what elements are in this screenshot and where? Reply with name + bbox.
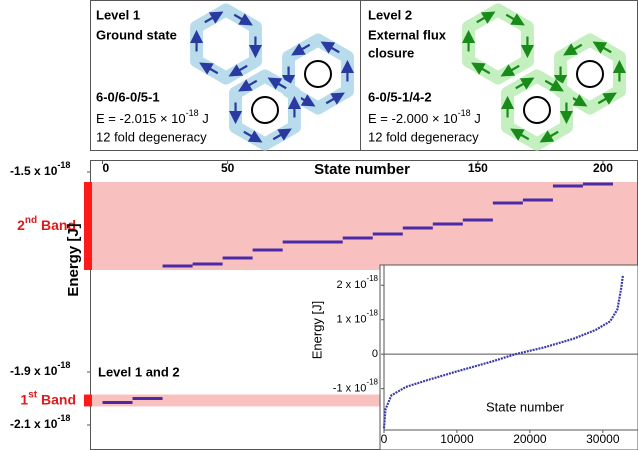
hexagon [229,69,301,151]
band-number: 2 [17,217,25,233]
band-label: 2nd Band [17,215,76,233]
panel-subtitle: Ground state [96,27,177,42]
spin-arrow [199,62,219,75]
y-tick-label: -1.9 x 10-18 [10,360,70,378]
y-tick-label: -2.1 x 10-18 [10,413,70,431]
spin-arrow [539,130,559,143]
circulation [304,60,332,88]
tick-label-exponent: -18 [366,309,378,318]
band [91,182,637,270]
tick-label-base: -1.5 x 10 [10,164,58,178]
panel-energy: E = -2.015 × 10-18 J [96,108,209,126]
y-tick-label: 0 [372,348,378,360]
tick-label-base: 2 x 10 [336,279,366,291]
x-tick-label: 0 [381,432,388,446]
band-word: Band [41,217,76,233]
panel-title: Level 1 [96,7,140,22]
energy-exponent: -18 [458,108,471,118]
y-tick-label: 1 x 10-18 [336,309,378,326]
x-tick-label: 50 [221,161,235,175]
spin-arrow [228,64,248,77]
spin-arrow [243,130,263,143]
panel-config: 6-0/5-1/4-2 [368,89,432,104]
energy-curve [382,274,625,429]
hexagon [462,3,534,85]
spin-arrow [233,13,253,26]
x-tick-label: 0 [103,161,110,175]
circulation [576,60,604,88]
y-tick-label: 2 x 10-18 [336,274,378,291]
panel-subtitle: External flux [368,27,447,42]
spin-arrow [238,79,258,92]
tick-label-exponent: -18 [366,378,378,387]
tick-label-exponent: -18 [57,360,70,370]
band [91,394,637,407]
tick-label-base: -1 x 10 [333,383,367,395]
panel-energy: E = -2.000 × 10-18 J [368,108,481,126]
tick-label-exponent: -18 [57,413,70,423]
inset-y-label: Energy [J] [309,301,324,360]
spin-arrow [272,128,292,141]
tick-label-base: -2.1 x 10 [10,417,58,431]
spin-arrow [505,13,525,26]
tick-label-base: -1.9 x 10 [10,364,58,378]
energy-exponent: -18 [186,108,199,118]
y-axis-label: Energy [J] [65,223,82,296]
spin-arrow [267,77,287,90]
panel-config: 6-0/6-0/5-1 [96,89,160,104]
spin-arrow [597,92,617,105]
band-suffix: st [28,389,38,400]
spin-arrow [325,92,345,105]
x-tick-label: 150 [468,161,488,175]
spin-arrow [320,41,340,54]
spin-arrow [500,64,520,77]
tick-label-base: 0 [372,348,378,360]
y-tick-label: -1.5 x 10-18 [10,160,70,178]
energy-unit: J [474,111,481,126]
energy-base: E = -2.015 × 10 [96,111,186,126]
spin-arrow [510,128,530,141]
energy-base: E = -2.000 × 10 [368,111,458,126]
spin-arrow [204,11,224,24]
band-marker [84,394,92,407]
spin-arrow [592,41,612,54]
hexagon [190,3,262,85]
x-axis-label: State number [314,161,410,178]
spin-arrow [515,77,535,90]
energy-unit: J [202,111,209,126]
x-tick-label: 30000 [586,432,620,446]
band-marker [84,182,92,270]
hexagon [282,33,354,115]
inset-frame [379,264,638,450]
panel-subtitle: closure [368,45,414,60]
hexagon [501,69,573,151]
tick-label-exponent: -18 [57,160,70,170]
circulation [251,96,279,124]
circulation [523,96,551,124]
spin-arrow [291,43,311,56]
band-number: 1 [20,391,28,407]
panel-degeneracy: 12 fold degeneracy [368,129,479,144]
panel-title: Level 2 [368,7,412,22]
spin-arrow [544,79,564,92]
spin-arrow [476,11,496,24]
tick-label-base: 1 x 10 [336,314,366,326]
x-tick-label: 20000 [513,432,547,446]
y-tick-label: -1 x 10-18 [333,378,379,395]
x-tick-label: 200 [593,161,613,175]
annotation: Level 1 and 2 [98,364,180,379]
x-tick-label: 10000 [440,432,474,446]
hexagon [554,33,626,115]
spin-arrow [563,43,583,56]
spin-arrow [471,62,491,75]
tick-label-exponent: -18 [366,274,378,283]
band-suffix: nd [25,215,37,226]
band-label: 1st Band [20,389,76,407]
band-word: Band [41,391,76,407]
panel-degeneracy: 12 fold degeneracy [96,129,207,144]
inset-x-label: State number [486,399,565,414]
